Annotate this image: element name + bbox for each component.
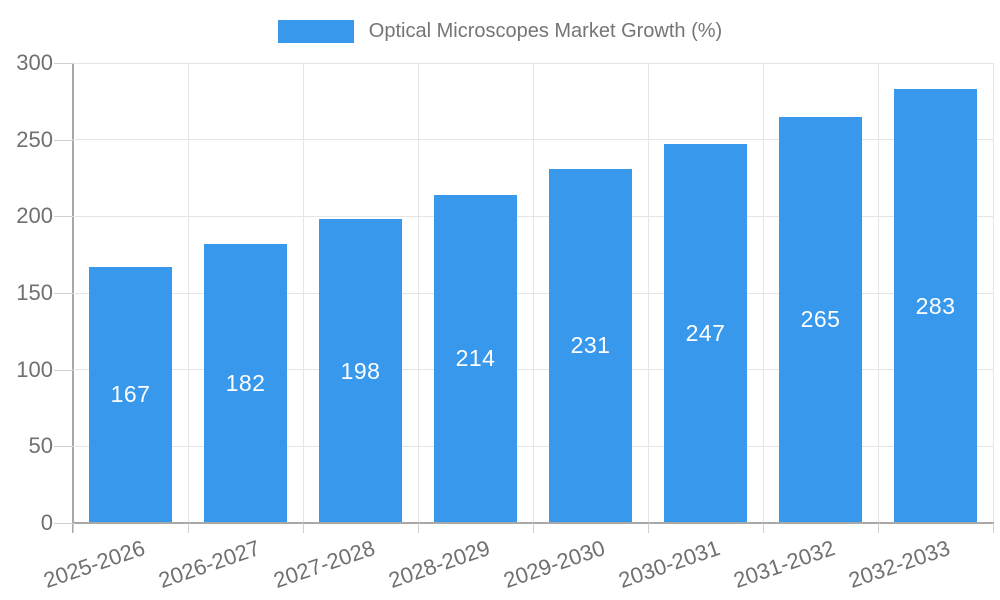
- y-axis-tick-label: 50: [28, 433, 53, 459]
- bar-value-label: 214: [455, 345, 496, 372]
- x-tick-mark: [647, 523, 649, 533]
- bar[interactable]: 198: [319, 219, 402, 523]
- bar[interactable]: 247: [664, 144, 747, 523]
- bar-value-label: 231: [570, 332, 611, 359]
- y-tick-mark: [54, 293, 73, 294]
- x-tick-mark: [877, 523, 879, 533]
- x-axis-tick-label: 2031-2032: [730, 535, 839, 593]
- y-axis-tick-label: 300: [16, 50, 53, 75]
- gridline-vertical: [992, 63, 994, 523]
- gridline-vertical: [417, 63, 419, 523]
- bar-value-label: 167: [110, 381, 151, 408]
- bar-value-label: 247: [685, 320, 726, 347]
- y-axis-tick-label: 200: [16, 203, 53, 229]
- gridline-vertical: [647, 63, 649, 523]
- y-axis-tick-label: 250: [16, 126, 53, 152]
- y-tick-mark: [54, 63, 73, 64]
- bar-value-label: 265: [800, 306, 841, 333]
- x-axis-tick-label: 2027-2028: [270, 535, 379, 593]
- x-tick-mark: [762, 523, 764, 533]
- gridline-vertical: [877, 63, 879, 523]
- x-axis-tick-label: 2025-2026: [40, 535, 149, 593]
- bar[interactable]: 283: [894, 89, 977, 523]
- legend[interactable]: Optical Microscopes Market Growth (%): [0, 20, 1000, 43]
- x-tick-mark: [187, 523, 189, 533]
- y-axis-line: [72, 63, 74, 533]
- x-axis-tick-label: 2030-2031: [615, 535, 724, 593]
- y-tick-mark: [54, 369, 73, 371]
- x-axis-tick-label: 2029-2030: [500, 535, 609, 593]
- legend-swatch[interactable]: [277, 20, 354, 43]
- bar[interactable]: 231: [549, 168, 632, 523]
- x-tick-mark: [72, 523, 74, 533]
- x-axis-tick-label: 2032-2033: [845, 535, 954, 593]
- x-tick-mark: [532, 523, 534, 533]
- x-tick-mark: [992, 523, 994, 533]
- x-tick-mark: [417, 523, 419, 533]
- bar-value-label: 283: [915, 292, 956, 319]
- bar[interactable]: 265: [779, 116, 862, 523]
- y-axis-tick-label: 150: [16, 280, 53, 305]
- y-tick-mark: [54, 139, 73, 141]
- bar-value-label: 198: [340, 357, 381, 384]
- plot-area: 167 182 198 214 231 247 265 283: [73, 62, 994, 523]
- bar[interactable]: 214: [434, 194, 517, 523]
- gridline-vertical: [532, 63, 534, 523]
- x-tick-mark: [302, 523, 304, 533]
- bar-value-label: 182: [225, 369, 266, 396]
- y-axis-tick-label: 100: [16, 356, 53, 382]
- legend-label: Optical Microscopes Market Growth (%): [368, 20, 723, 42]
- bar[interactable]: 167: [89, 266, 172, 523]
- y-tick-mark: [54, 446, 73, 448]
- gridline-vertical: [762, 63, 764, 523]
- x-axis-tick-label: 2028-2029: [385, 535, 494, 593]
- y-tick-mark: [54, 216, 73, 218]
- y-axis-tick-label: 0: [40, 510, 53, 535]
- y-tick-mark: [54, 523, 73, 524]
- gridline-vertical: [302, 63, 304, 523]
- gridline-vertical: [187, 63, 189, 523]
- x-axis-tick-label: 2026-2027: [155, 535, 264, 593]
- bar[interactable]: 182: [204, 243, 287, 523]
